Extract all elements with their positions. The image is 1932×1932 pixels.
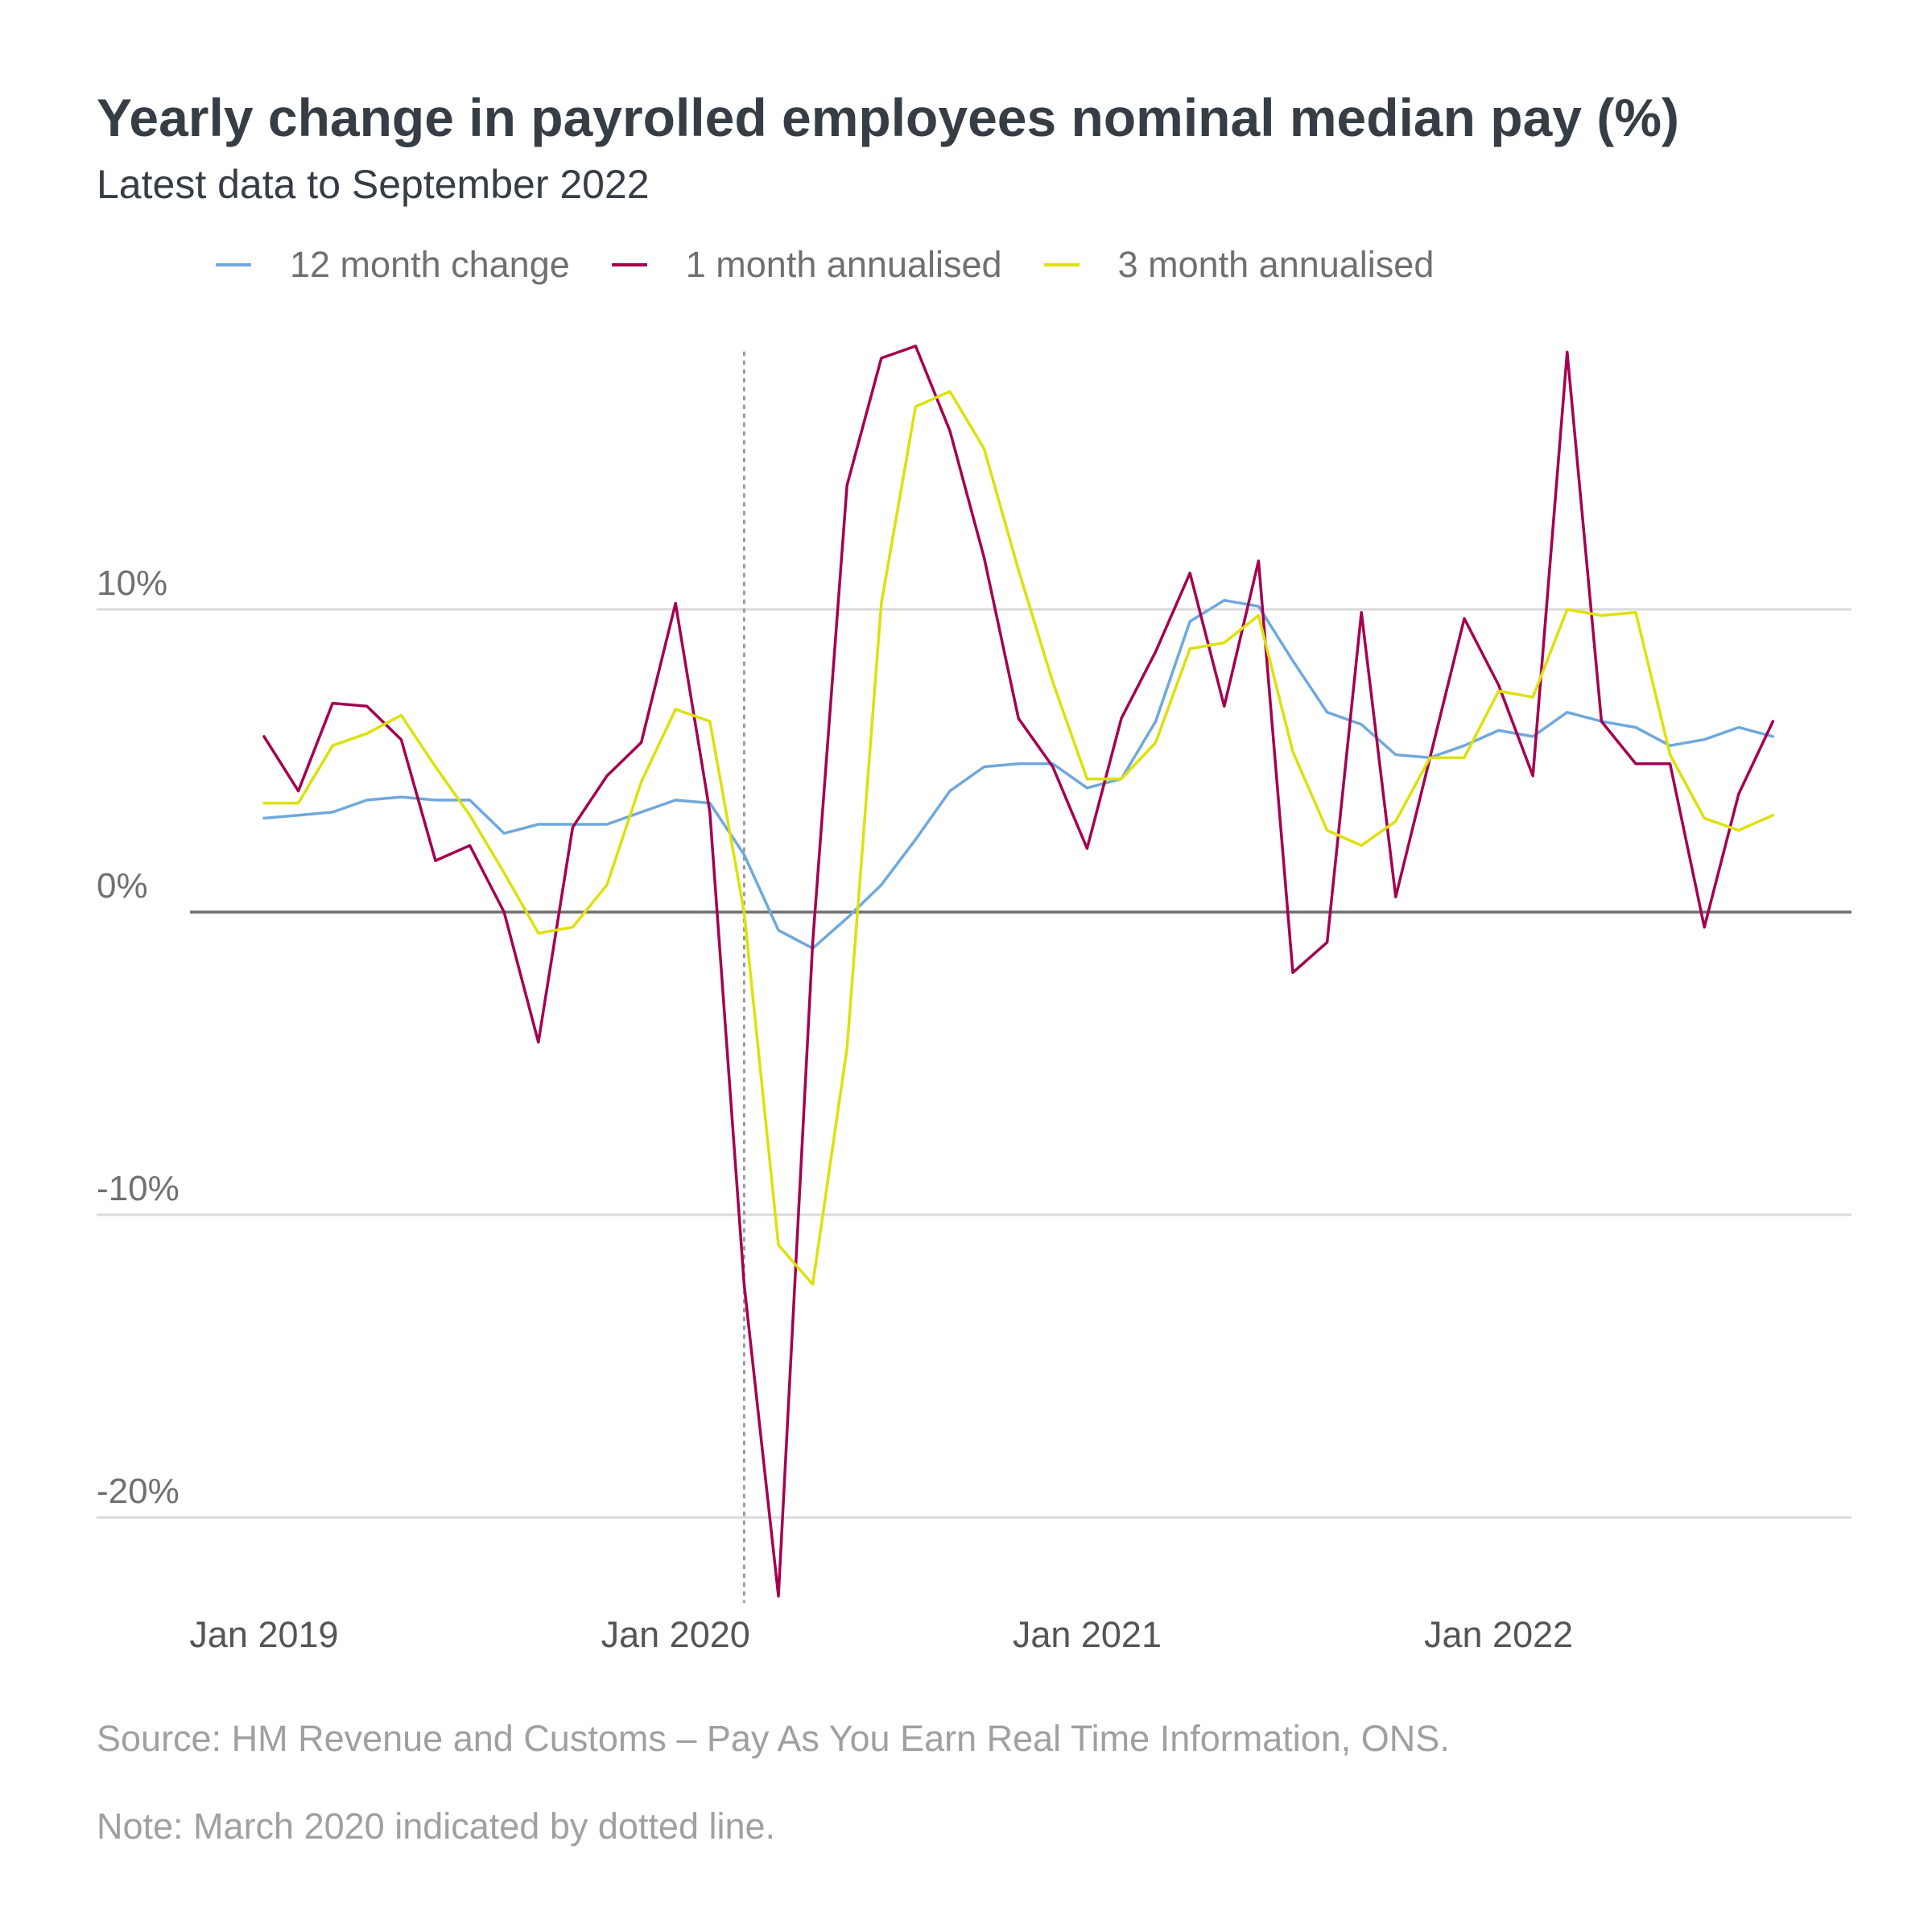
y-tick-label: 0% [97,866,148,906]
source-note: Source: HM Revenue and Customs – Pay As … [97,1718,1450,1759]
legend-item-12-month: 12 month change [216,244,570,286]
x-tick-label: Jan 2021 [1013,1614,1162,1655]
legend-swatch-3-month [1043,263,1080,266]
series-line-12-month-change [262,598,1775,950]
chart-title: Yearly change in payrolled employees nom… [97,88,1679,147]
x-tick-label: Jan 2022 [1424,1614,1573,1655]
x-axis-labels: Jan 2019 Jan 2020 Jan 2021 Jan 2022 [189,1614,1573,1655]
y-tick-label: -20% [97,1472,180,1511]
legend: 12 month change 1 month annualised 3 mon… [216,238,1476,291]
gridlines [97,608,1852,1519]
legend-swatch-12-month [216,263,251,266]
y-tick-label: -10% [97,1169,180,1208]
chart-subtitle: Latest data to September 2022 [97,162,650,207]
y-tick-label: 10% [97,564,167,603]
legend-item-3-month: 3 month annualised [1043,244,1435,286]
legend-swatch-1-month [611,263,647,266]
dotted-line-note: Note: March 2020 indicated by dotted lin… [97,1806,776,1847]
series-line-3-month-annualised [262,390,1775,1286]
y-axis-labels: 10% 0% -10% -20% [97,564,180,1511]
legend-label-12-month: 12 month change [290,244,570,285]
legend-label-3-month: 3 month annualised [1117,244,1435,285]
x-tick-label: Jan 2020 [601,1614,750,1655]
series-lines [262,345,1775,1598]
legend-label-1-month: 1 month annualised [685,244,1002,285]
series-line-1-month-annualised [262,345,1775,1598]
x-tick-label: Jan 2019 [189,1614,338,1655]
legend-item-1-month: 1 month annualised [611,244,1002,286]
